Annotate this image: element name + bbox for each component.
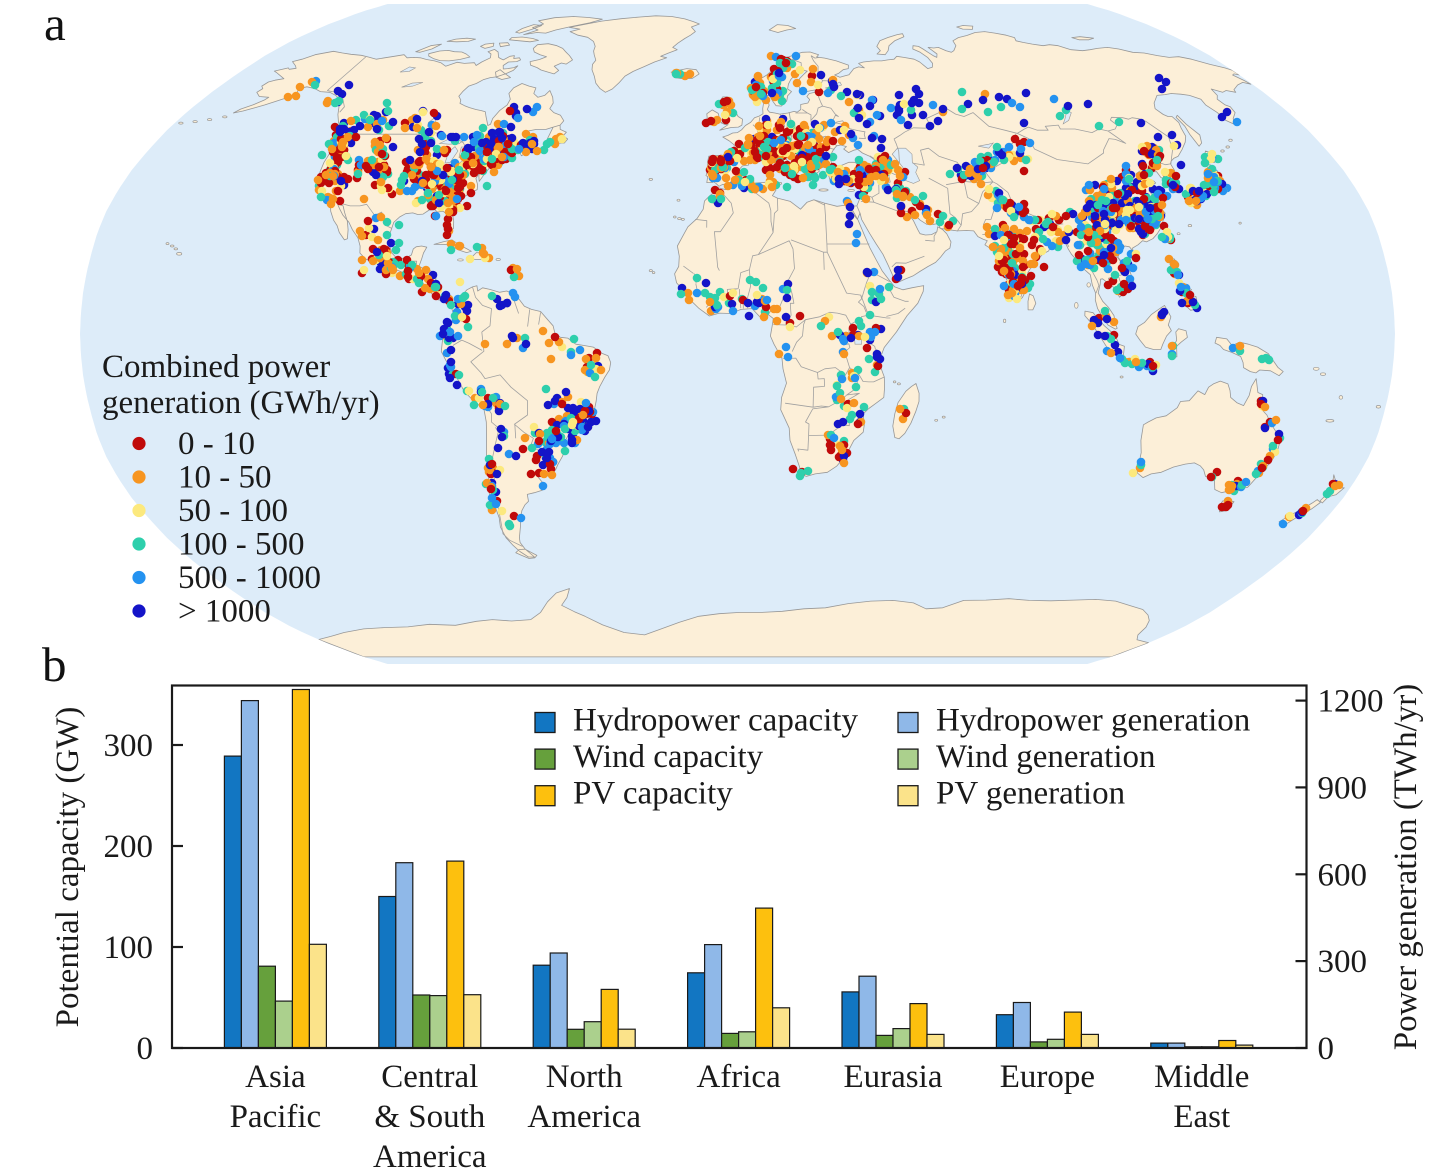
svg-text:a: a <box>44 0 66 51</box>
svg-text:Combined power: Combined power <box>102 349 330 385</box>
svg-text:& South: & South <box>374 1099 485 1135</box>
svg-text:100 - 500: 100 - 500 <box>178 527 305 563</box>
svg-text:0: 0 <box>1318 1031 1335 1067</box>
svg-text:Europe: Europe <box>1000 1059 1095 1095</box>
svg-text:500 - 1000: 500 - 1000 <box>178 560 321 596</box>
svg-text:0 - 10: 0 - 10 <box>178 426 255 462</box>
svg-text:Potential capacity (GW): Potential capacity (GW) <box>50 707 86 1028</box>
svg-text:50 - 100: 50 - 100 <box>178 493 288 529</box>
svg-text:East: East <box>1173 1099 1230 1135</box>
svg-text:0: 0 <box>137 1031 154 1067</box>
svg-text:Central: Central <box>381 1059 478 1095</box>
svg-text:200: 200 <box>104 829 154 865</box>
svg-text:Hydropower generation: Hydropower generation <box>936 703 1250 739</box>
svg-text:Africa: Africa <box>696 1059 781 1095</box>
svg-text:PV capacity: PV capacity <box>573 776 733 812</box>
svg-text:America: America <box>527 1099 641 1135</box>
svg-text:generation (GWh/yr): generation (GWh/yr) <box>102 385 380 421</box>
svg-text:10 - 50: 10 - 50 <box>178 460 272 496</box>
svg-text:America: America <box>373 1139 487 1174</box>
svg-text:100: 100 <box>104 930 154 966</box>
svg-text:Wind capacity: Wind capacity <box>573 739 764 775</box>
svg-text:Middle: Middle <box>1154 1059 1249 1095</box>
svg-text:900: 900 <box>1318 770 1368 806</box>
svg-text:600: 600 <box>1318 857 1368 893</box>
svg-text:300: 300 <box>1318 944 1368 980</box>
svg-text:Power generation (TWh/yr): Power generation (TWh/yr) <box>1388 684 1424 1051</box>
svg-text:Wind generation: Wind generation <box>936 739 1156 775</box>
svg-text:PV generation: PV generation <box>936 776 1125 812</box>
svg-text:300: 300 <box>104 728 154 764</box>
svg-text:1200: 1200 <box>1318 684 1384 720</box>
svg-text:> 1000: > 1000 <box>178 594 271 630</box>
svg-text:Hydropower capacity: Hydropower capacity <box>573 703 858 739</box>
svg-text:Asia: Asia <box>245 1059 306 1095</box>
svg-text:Eurasia: Eurasia <box>844 1059 943 1095</box>
svg-text:Pacific: Pacific <box>230 1099 322 1135</box>
svg-text:b: b <box>42 637 67 692</box>
svg-text:North: North <box>546 1059 623 1095</box>
